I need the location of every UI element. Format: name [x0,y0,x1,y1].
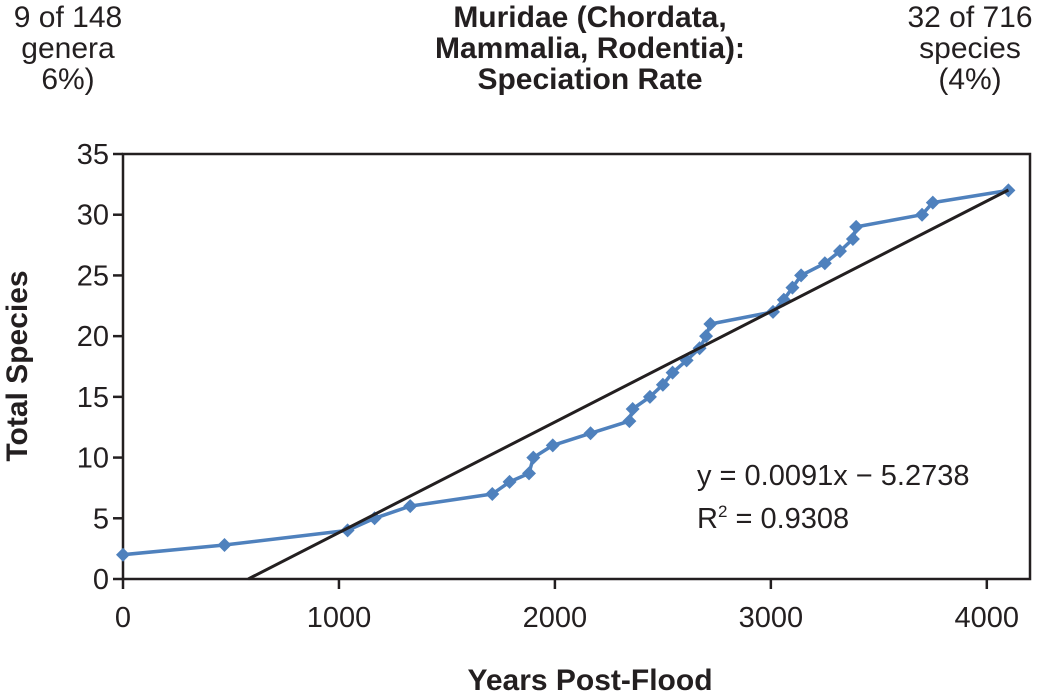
y-tick-label: 15 [77,382,109,414]
data-point-marker [625,402,640,416]
y-tick-label: 35 [77,139,109,171]
data-point-marker [785,280,800,295]
data-point-marker [545,438,560,453]
genera-note-line-2: genera [21,32,115,65]
data-point-marker [502,474,517,489]
data-point-marker [794,268,809,283]
trendline-group [247,188,1010,581]
species-note: 32 of 716 species (4%) [890,2,1050,95]
y-tick-label: 10 [77,443,109,475]
trendline [247,188,1010,581]
data-point-marker [521,466,536,481]
chart-title: Muridae (Chordata, Mammalia, Rodentia): … [380,2,800,95]
data-point-marker [526,450,541,465]
species-note-line-2: species [919,32,1021,65]
y-tick-label: 25 [77,260,109,292]
r-squared-value: = 0.9308 [727,503,849,535]
data-point-marker [116,547,130,562]
chart-title-line-2: Mammalia, Rodentia): [434,32,746,65]
data-point-marker [699,329,714,344]
data-point-marker [485,487,500,501]
data-point-marker [849,219,864,234]
r-squared-symbol: R [697,503,718,535]
data-point-marker [915,207,930,222]
y-tick-label: 30 [77,200,109,232]
x-tick-label: 1000 [307,602,372,634]
series-line [122,188,1009,557]
y-tick-label: 20 [77,321,109,353]
y-tick-label: 0 [93,564,109,596]
genera-note-line-1: 9 of 148 [13,1,123,34]
r-squared-label: R2 = 0.9308 [697,502,849,535]
y-tick-label: 5 [93,503,109,535]
genera-note-line-3: 6%) [41,63,95,96]
data-series [116,183,1016,562]
data-point-marker [665,365,680,380]
tick-labels: 0 5 10 15 20 25 30 35 0 1000 2000 3000 4000 [77,139,1019,634]
y-axis-title: Total Species [1,270,34,461]
x-tick-label: 2000 [523,602,588,634]
data-point-marker [832,244,847,259]
r-squared-superscript: 2 [718,502,727,521]
chart-title-line-1: Muridae (Chordata, [453,1,727,34]
data-point-marker [583,426,598,441]
trendline-equation: y = 0.0091x − 5.2738 [697,460,970,492]
data-point-marker [925,195,940,210]
chart-title-line-3: Speciation Rate [477,63,703,96]
data-point-marker [817,256,832,271]
axes [113,152,1032,589]
data-point-marker [217,538,232,552]
data-point-marker [622,414,637,429]
x-tick-label: 3000 [739,602,804,634]
data-point-marker [845,232,860,246]
data-point-marker [642,389,657,404]
x-tick-label: 0 [115,602,131,634]
species-note-line-3: (4%) [938,63,1002,96]
genera-note: 9 of 148 genera 6%) [0,2,148,95]
x-tick-label: 4000 [955,602,1020,634]
data-point-marker [403,499,418,514]
data-point-marker [655,377,670,392]
plot-area-border [121,152,1032,581]
x-axis-title: Years Post-Flood [467,664,712,693]
data-point-marker [703,317,718,331]
species-note-line-1: 32 of 716 [907,1,1033,34]
